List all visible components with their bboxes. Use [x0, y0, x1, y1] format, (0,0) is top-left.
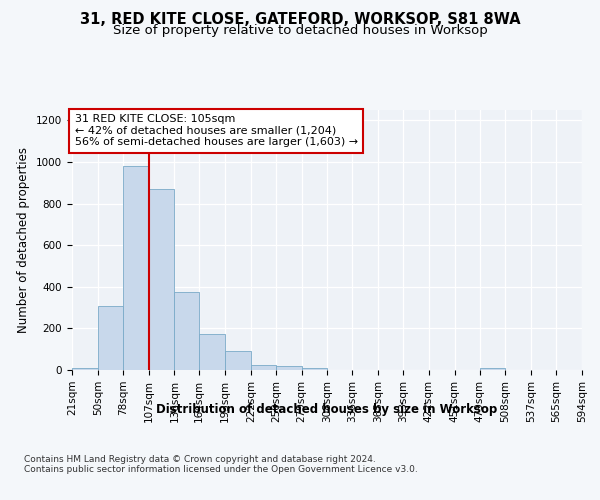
Y-axis label: Number of detached properties: Number of detached properties	[17, 147, 31, 333]
Text: Distribution of detached houses by size in Worksop: Distribution of detached houses by size …	[157, 402, 497, 415]
Bar	[123, 166, 149, 370]
Bar	[98, 306, 123, 370]
Text: 31 RED KITE CLOSE: 105sqm
← 42% of detached houses are smaller (1,204)
56% of se: 31 RED KITE CLOSE: 105sqm ← 42% of detac…	[74, 114, 358, 148]
Bar	[479, 368, 505, 370]
Text: 31, RED KITE CLOSE, GATEFORD, WORKSOP, S81 8WA: 31, RED KITE CLOSE, GATEFORD, WORKSOP, S…	[80, 12, 520, 28]
Bar	[276, 366, 302, 370]
Bar	[225, 352, 251, 370]
Text: Size of property relative to detached houses in Worksop: Size of property relative to detached ho…	[113, 24, 487, 37]
Bar	[199, 334, 225, 370]
Bar	[72, 368, 98, 370]
Bar	[175, 292, 199, 370]
Bar	[149, 189, 175, 370]
Bar	[302, 368, 328, 370]
Bar	[251, 366, 276, 370]
Text: Contains HM Land Registry data © Crown copyright and database right 2024.
Contai: Contains HM Land Registry data © Crown c…	[24, 455, 418, 474]
